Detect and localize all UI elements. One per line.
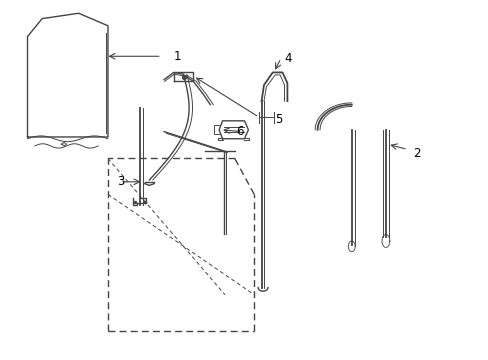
- Text: 6: 6: [236, 125, 243, 138]
- Text: 5: 5: [275, 113, 282, 126]
- Text: 4: 4: [284, 51, 291, 64]
- Text: 3: 3: [118, 175, 125, 188]
- Text: 1: 1: [173, 50, 181, 63]
- Text: 2: 2: [412, 147, 419, 159]
